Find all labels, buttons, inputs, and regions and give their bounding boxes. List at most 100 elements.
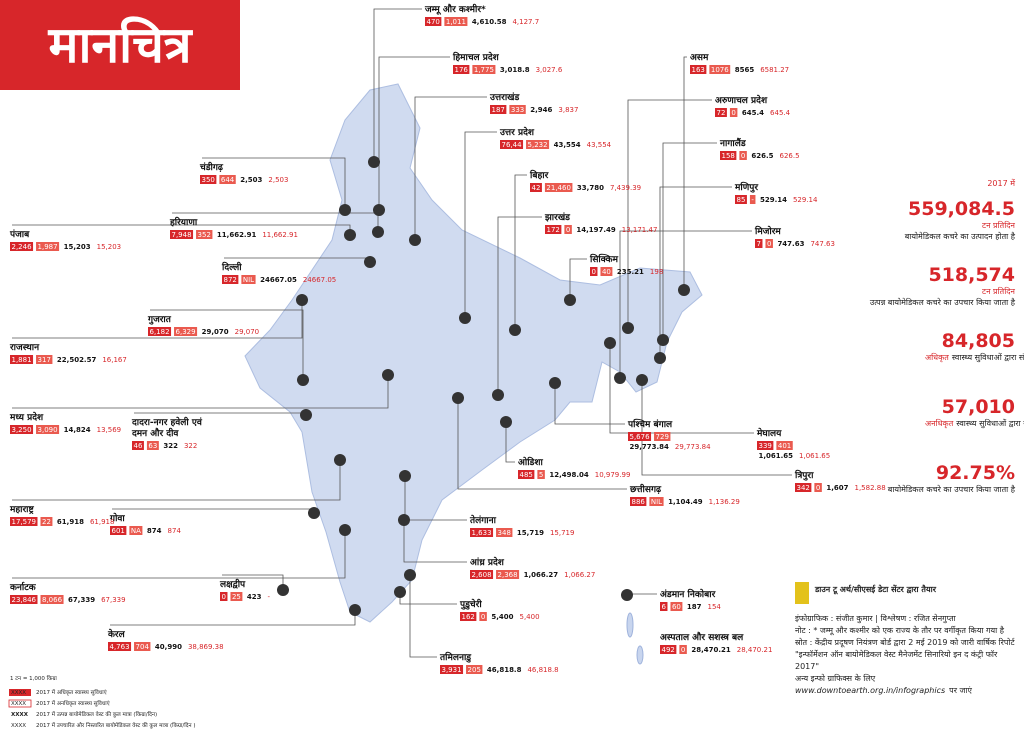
value-box: [470, 528, 494, 537]
state-value: 352: [198, 231, 211, 239]
value-box: [660, 602, 668, 611]
state-value: 7: [757, 240, 761, 248]
value-box: [490, 105, 507, 114]
state-name: मणिपुर: [734, 181, 758, 193]
state-value: 29,773.84: [630, 443, 670, 451]
location-dot: [678, 284, 690, 296]
leader-line: [403, 520, 467, 563]
state-value: 187: [687, 603, 702, 611]
leader-line: [112, 508, 315, 513]
state-value: 2,503: [268, 176, 288, 184]
state-value: 7,948: [172, 231, 192, 239]
location-dot: [372, 226, 384, 238]
state-value: 63: [148, 442, 157, 450]
credit-more: अन्य इन्फो ग्राफिक्स के लिए: [795, 673, 876, 683]
state-value: 322: [184, 442, 197, 450]
state-value: 5: [539, 471, 543, 479]
state-value: 5,400: [491, 613, 513, 621]
location-dot: [382, 369, 394, 381]
state-value: 1,881: [12, 356, 32, 364]
state-value: 5,400: [520, 613, 540, 621]
value-box: [679, 645, 687, 654]
state-value: 67,339: [68, 596, 95, 604]
state-name: दिल्ली: [221, 261, 242, 273]
state-value: 626.5: [751, 152, 773, 160]
state-value: 529.14: [793, 196, 818, 204]
state-value: 339: [759, 442, 772, 450]
location-dot: [636, 374, 648, 386]
leader-line: [12, 300, 303, 339]
legend-swatch: [9, 689, 31, 696]
location-dot: [344, 229, 356, 241]
state-value: 3,090: [38, 426, 58, 434]
state-name: पंजाब: [9, 229, 30, 240]
value-box: [108, 642, 132, 651]
location-dot: [614, 372, 626, 384]
state-name: मेघालय: [756, 427, 782, 439]
legend-text: 2017 में उपचारित और निस्तारित बायोमेडिकल…: [36, 722, 196, 729]
state-name: दमन और दीव: [131, 427, 179, 439]
state-value: 42: [532, 184, 541, 192]
value-box: [496, 570, 520, 579]
state-name: अस्पताल और सशस्त्र बल: [660, 631, 744, 643]
state-value: 85: [737, 196, 746, 204]
location-dot: [459, 312, 471, 324]
state-value: 33,780: [577, 184, 604, 192]
value-box: [479, 612, 487, 621]
state-value: 601: [112, 527, 125, 535]
state-value: 6,182: [150, 328, 170, 336]
state-value: 1,775: [474, 66, 494, 74]
state-value: 15,203: [64, 243, 91, 251]
state-value: NA: [131, 527, 141, 535]
location-dot: [492, 389, 504, 401]
credit-visit: पर जाएं: [949, 686, 972, 695]
value-box: [757, 441, 774, 450]
state-value: 874: [168, 527, 182, 535]
value-box: [654, 432, 671, 441]
stat-unit: अधिकृत: [925, 352, 949, 363]
location-dot: [500, 416, 512, 428]
state-value: 13,171.47: [622, 226, 658, 234]
leader-line: [554, 383, 625, 425]
state-value: 187: [492, 106, 505, 114]
state-value: 3,027.6: [536, 66, 563, 74]
legend-sample: XXXX: [11, 723, 26, 729]
state-value: 423: [247, 593, 262, 601]
state-value: 7,439.39: [610, 184, 641, 192]
location-dot: [564, 294, 576, 306]
state-value: 176: [455, 66, 469, 74]
state-value: 644: [221, 176, 235, 184]
location-dot: [398, 514, 410, 526]
state-name: हिमाचल प्रदेश: [452, 51, 500, 63]
state-value: 6,329: [176, 328, 196, 336]
state-name: तमिलनाडु: [439, 651, 472, 663]
location-dot: [300, 409, 312, 421]
value-box: [219, 175, 236, 184]
state-value: NIL: [651, 498, 662, 506]
state-name: दादरा-नगर हवेली एवं: [131, 416, 203, 428]
credit-text: नोट : * जम्मू और कश्मीर को एक राज्य के त…: [795, 625, 1005, 636]
state-value: 29,070: [202, 328, 229, 336]
state-value: -: [268, 593, 271, 601]
state-value: 322: [163, 442, 178, 450]
credit-text: इंफोग्राफिक : संजीत कुमार | विश्लेषण : र…: [795, 613, 957, 624]
location-dot: [654, 352, 666, 364]
state-value: 4,763: [110, 643, 130, 651]
value-box: [739, 151, 747, 160]
location-dot: [364, 256, 376, 268]
state-value: 342: [797, 484, 810, 492]
legend-text: 2017 में अनधिकृत स्वास्थ्य सुविधाएं: [36, 700, 111, 707]
state-value: 729: [656, 433, 669, 441]
leader-line: [12, 460, 341, 501]
state-name: केरल: [107, 628, 126, 640]
leader-line: [627, 99, 712, 328]
state-value: 67,339: [101, 596, 126, 604]
value-box: [776, 441, 793, 450]
india-map: [244, 83, 703, 665]
state-name: छत्तीसगढ़: [629, 483, 662, 495]
location-dot: [452, 392, 464, 404]
state-name: झारखंड: [544, 212, 571, 223]
state-value: 15,719: [550, 529, 575, 537]
state-value: 3,250: [12, 426, 32, 434]
stat-text: स्वास्थ्य सुविधाओं द्वारा संचालन: [956, 418, 1024, 429]
